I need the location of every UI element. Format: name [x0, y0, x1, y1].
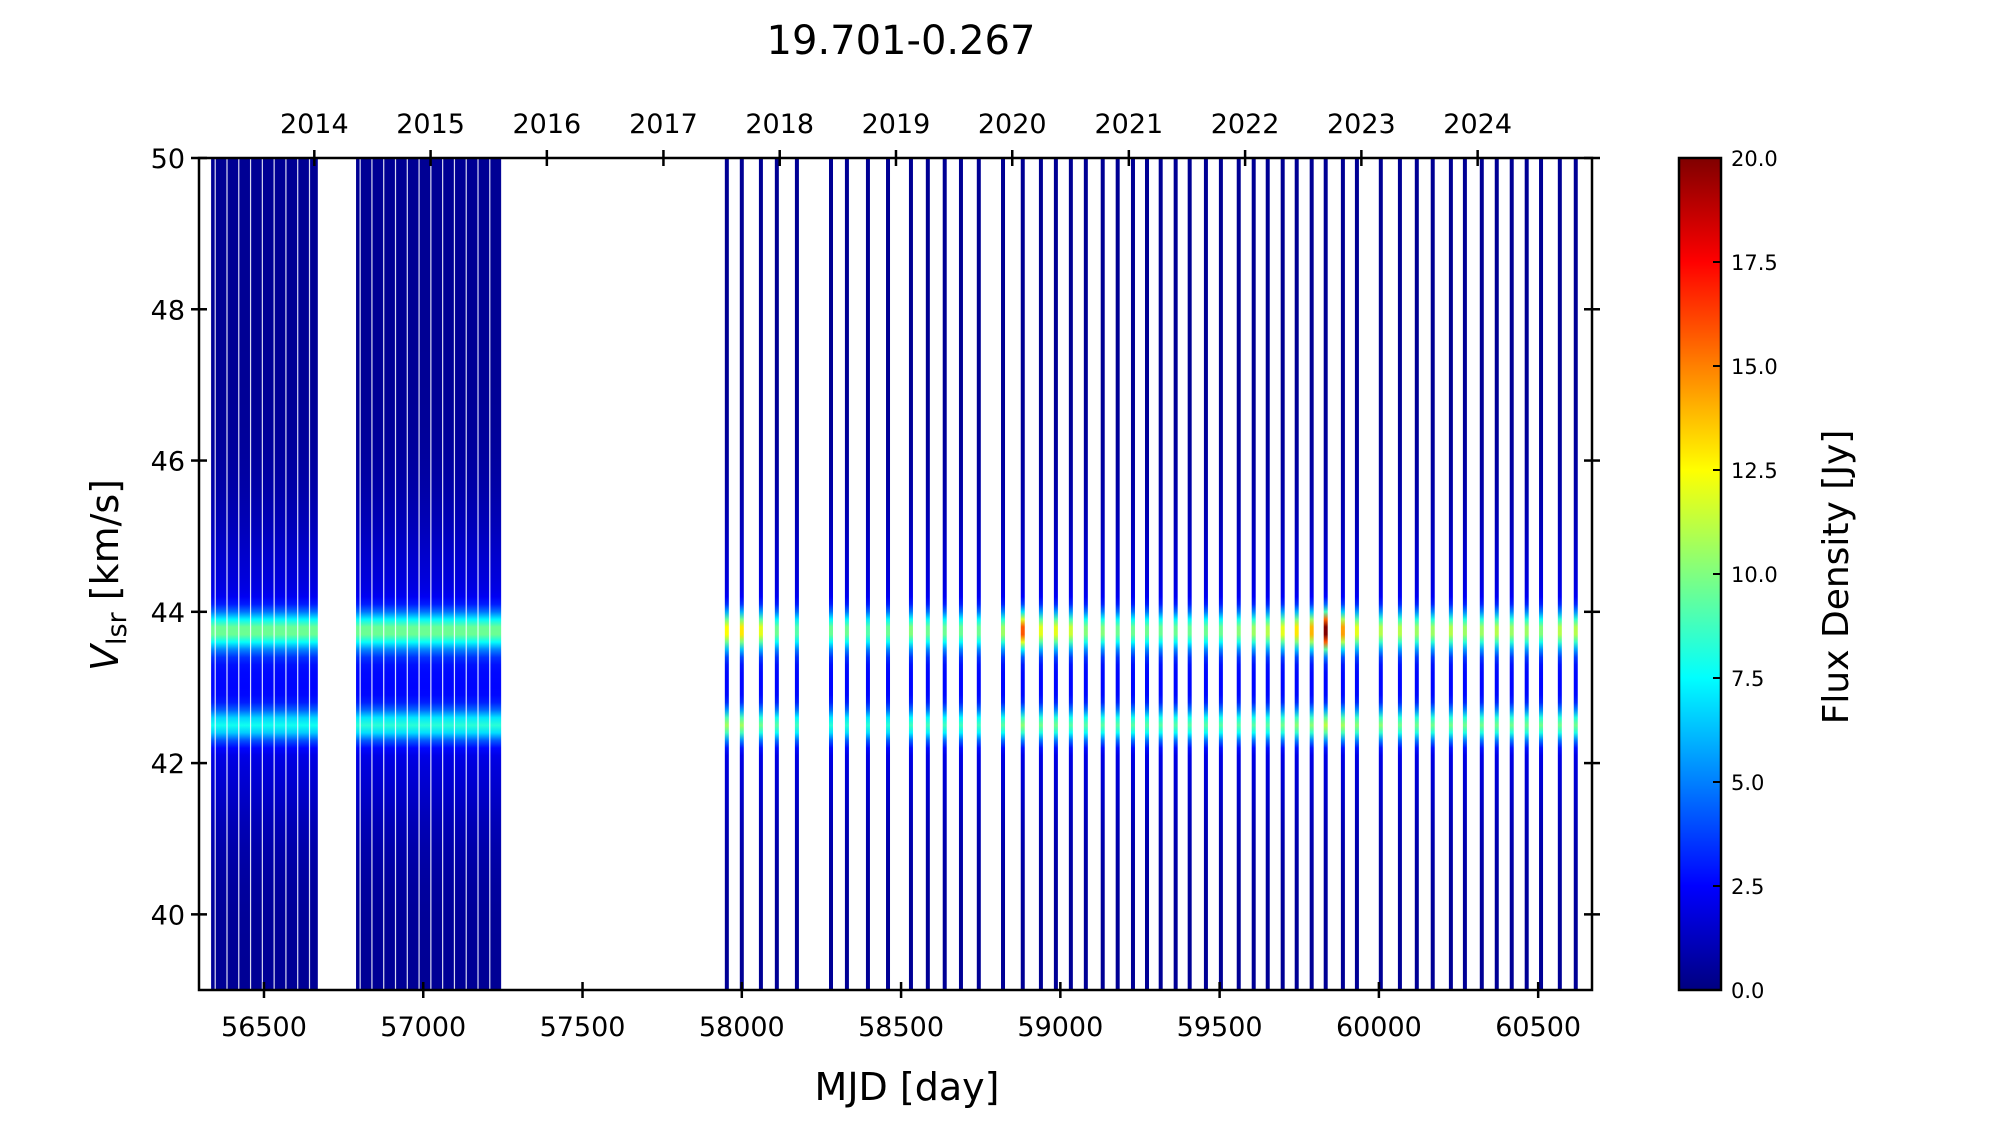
maser-dynamic-spectrum-chart: 19.701-0.267 56500 57000 57500 58000 58500 59… — [83, 18, 1857, 1109]
